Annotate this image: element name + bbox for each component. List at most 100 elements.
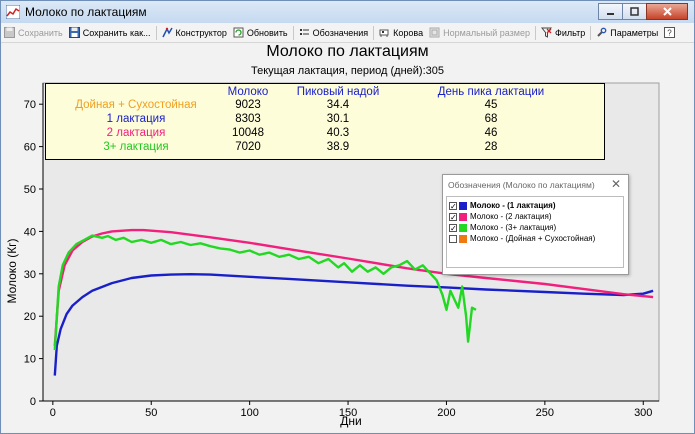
series-lines xyxy=(53,228,654,376)
legend-swatch xyxy=(459,234,467,243)
cows-button[interactable]: Корова xyxy=(376,24,426,41)
stats-row-name: Дойная + Сухостойная xyxy=(75,99,197,111)
stats-row-name: 1 лактация xyxy=(106,113,166,125)
minimize-icon xyxy=(607,13,614,15)
normal-size-button[interactable]: Нормальный размер xyxy=(426,24,533,41)
notation-button[interactable]: Обозначения xyxy=(296,24,372,41)
toolbar-separator xyxy=(155,25,157,40)
window-controls xyxy=(598,3,688,20)
legend-item[interactable]: ✓ Молоко - (1 лактация) xyxy=(449,200,556,211)
stats-row-milk: 9023 xyxy=(235,99,261,111)
legend-item[interactable]: ✓ Молоко - (2 лактация) xyxy=(449,211,552,222)
chart-area: Молоко по лактациям Текущая лактация, пе… xyxy=(3,43,692,432)
axis-ticks: 0 50 100 150 200 250 300 0 10 20 30 40 50 60 70 xyxy=(24,99,653,419)
series-line xyxy=(53,234,477,351)
normal-size-icon xyxy=(429,27,440,38)
legend-label: Молоко - (Дойная + Сухостойная) xyxy=(470,234,596,243)
y-tick-label: 20 xyxy=(24,311,36,323)
help-icon: ? xyxy=(664,27,676,38)
x-tick-label: 150 xyxy=(339,407,357,419)
x-axis-label: Дни xyxy=(340,414,361,428)
toolbar: Сохранить Сохранить как... Конструктор О… xyxy=(1,23,694,43)
legend-icon xyxy=(299,29,309,35)
stats-row-peak: 38.9 xyxy=(326,141,350,153)
close-button[interactable] xyxy=(646,3,688,20)
y-axis-label: Молоко (Кг) xyxy=(5,238,19,303)
y-tick-label: 70 xyxy=(24,99,36,111)
legend-item[interactable]: ✓ Молоко - (3+ лактация) xyxy=(449,222,556,233)
close-icon xyxy=(662,7,672,16)
stats-row-milk: 10048 xyxy=(232,127,264,139)
stats-row-peak-day: 45 xyxy=(484,99,498,111)
maximize-icon xyxy=(630,7,639,16)
constructor-button[interactable]: Конструктор xyxy=(159,24,230,41)
cows-label: Корова xyxy=(393,27,424,38)
save-button[interactable]: Сохранить xyxy=(1,24,66,41)
x-tick-label: 0 xyxy=(50,407,56,419)
stats-header-peak: Пиковый надой xyxy=(296,86,380,98)
window-title: Молоко по лактациям xyxy=(25,5,147,19)
save-icon xyxy=(4,27,15,38)
legend-label: Молоко - (1 лактация) xyxy=(470,201,556,210)
params-label: Параметры xyxy=(610,27,659,38)
toolbar-separator xyxy=(292,25,294,40)
x-tick-label: 300 xyxy=(634,407,652,419)
legend-checkbox[interactable]: ✓ xyxy=(449,223,457,233)
wrench-icon xyxy=(597,27,607,37)
legend-label: Молоко - (3+ лактация) xyxy=(470,223,557,232)
stats-row-peak-day: 68 xyxy=(484,113,498,125)
legend-list: ✓ Молоко - (1 лактация) ✓ Молоко - (2 лакта… xyxy=(446,196,624,268)
x-tick-label: 200 xyxy=(437,407,455,419)
filter-label: Фильтр xyxy=(554,27,586,38)
maximize-button[interactable] xyxy=(622,3,647,20)
stats-row-peak-day: 28 xyxy=(484,141,498,153)
legend-checkbox[interactable]: ✓ xyxy=(449,201,457,211)
stats-row-peak: 30.1 xyxy=(326,113,350,125)
constructor-icon xyxy=(161,27,173,38)
series-line xyxy=(53,228,654,346)
stats-row-name: 3+ лактация xyxy=(103,141,169,153)
stats-row-peak-day: 46 xyxy=(484,127,498,139)
refresh-label: Обновить xyxy=(246,27,288,38)
y-tick-label: 30 xyxy=(24,269,36,281)
stats-header-peak-day: День пика лактации xyxy=(437,86,545,98)
params-button[interactable]: Параметры xyxy=(593,24,661,41)
stats-header-milk: Молоко xyxy=(227,86,269,98)
y-tick-label: 40 xyxy=(24,226,36,238)
save-label: Сохранить xyxy=(18,27,63,38)
x-tick-label: 100 xyxy=(240,407,258,419)
y-tick-label: 10 xyxy=(24,354,36,366)
save-as-icon xyxy=(68,27,80,38)
chart-app-icon xyxy=(6,5,20,19)
y-tick-label: 0 xyxy=(30,396,36,408)
legend-close-icon[interactable]: ✕ xyxy=(610,177,621,191)
svg-text:?: ? xyxy=(667,29,672,38)
chart-subtitle: Текущая лактация, период (дней):305 xyxy=(250,65,445,77)
legend-swatch xyxy=(459,212,467,221)
toolbar-separator xyxy=(373,25,375,40)
y-tick-label: 50 xyxy=(24,184,36,196)
stats-row-milk: 8303 xyxy=(235,113,261,125)
legend-item[interactable]: Молоко - (Дойная + Сухостойная) xyxy=(449,233,595,244)
title-bar: Молоко по лактациям xyxy=(1,1,694,24)
minimize-button[interactable] xyxy=(598,3,623,20)
x-tick-label: 50 xyxy=(145,407,157,419)
legend-checkbox[interactable]: ✓ xyxy=(449,212,457,222)
notation-label: Обозначения xyxy=(312,27,369,38)
series-line xyxy=(53,272,654,376)
save-as-button[interactable]: Сохранить как... xyxy=(66,24,154,41)
chart-title: Молоко по лактациям xyxy=(266,43,429,60)
refresh-icon xyxy=(233,27,244,38)
legend-swatch xyxy=(459,223,467,232)
cow-icon xyxy=(379,29,389,37)
legend-checkbox[interactable] xyxy=(449,234,457,243)
constructor-label: Конструктор xyxy=(175,27,227,38)
refresh-button[interactable]: Обновить xyxy=(230,24,291,41)
help-button[interactable]: ? xyxy=(661,24,681,41)
toolbar-separator xyxy=(590,25,592,40)
legend-window[interactable]: Обозначения (Молоко по лактациям) ✕ ✓ Мол… xyxy=(442,174,629,275)
filter-button[interactable]: Фильтр xyxy=(538,24,588,41)
save-as-label: Сохранить как... xyxy=(82,27,151,38)
legend-title: Обозначения (Молоко по лактациям) xyxy=(448,180,595,190)
